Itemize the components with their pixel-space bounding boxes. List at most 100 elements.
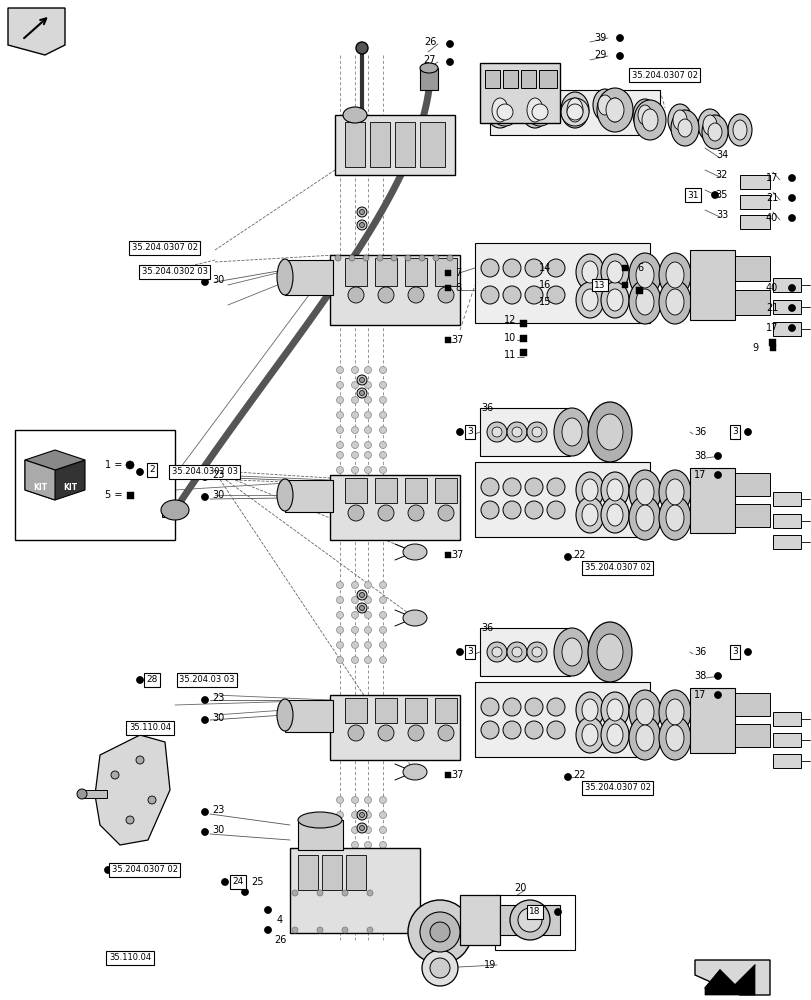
Ellipse shape bbox=[629, 253, 660, 297]
Text: 23: 23 bbox=[212, 805, 224, 815]
Ellipse shape bbox=[702, 115, 716, 135]
Bar bbox=[375, 698, 397, 723]
Circle shape bbox=[379, 582, 386, 588]
Circle shape bbox=[531, 427, 541, 437]
Bar bbox=[444, 285, 450, 291]
Circle shape bbox=[336, 611, 343, 618]
Ellipse shape bbox=[629, 280, 660, 324]
Ellipse shape bbox=[298, 812, 341, 828]
Circle shape bbox=[336, 426, 343, 434]
Bar bbox=[444, 270, 450, 276]
Ellipse shape bbox=[277, 699, 293, 731]
Circle shape bbox=[547, 478, 564, 496]
Bar bbox=[772, 278, 800, 292]
Circle shape bbox=[502, 721, 521, 739]
Circle shape bbox=[379, 796, 386, 803]
Circle shape bbox=[135, 756, 144, 764]
Circle shape bbox=[201, 716, 208, 724]
Polygon shape bbox=[694, 960, 769, 995]
Circle shape bbox=[714, 472, 721, 479]
Circle shape bbox=[407, 900, 471, 964]
Ellipse shape bbox=[665, 505, 683, 531]
Text: 35.110.04: 35.110.04 bbox=[129, 724, 171, 732]
Circle shape bbox=[359, 605, 364, 610]
Ellipse shape bbox=[597, 95, 611, 115]
Bar bbox=[739, 195, 769, 209]
Circle shape bbox=[437, 505, 453, 521]
Bar bbox=[520, 334, 527, 342]
Text: 17: 17 bbox=[693, 690, 706, 700]
Circle shape bbox=[351, 596, 358, 603]
Text: 35.204.03 03: 35.204.03 03 bbox=[179, 676, 234, 684]
Ellipse shape bbox=[491, 98, 508, 122]
Circle shape bbox=[351, 626, 358, 634]
Circle shape bbox=[379, 412, 386, 418]
Circle shape bbox=[359, 223, 364, 228]
Circle shape bbox=[351, 656, 358, 664]
Bar bbox=[345, 478, 367, 503]
Ellipse shape bbox=[635, 479, 653, 505]
Circle shape bbox=[787, 194, 795, 202]
Text: 35.204.0307 02: 35.204.0307 02 bbox=[584, 564, 650, 572]
Circle shape bbox=[710, 192, 718, 198]
Circle shape bbox=[316, 890, 323, 896]
Bar bbox=[329, 695, 460, 760]
Bar bbox=[772, 300, 800, 314]
Bar bbox=[375, 258, 397, 286]
Circle shape bbox=[432, 255, 439, 261]
Circle shape bbox=[446, 41, 453, 48]
Bar bbox=[419, 68, 437, 90]
Circle shape bbox=[126, 461, 134, 469]
Circle shape bbox=[364, 841, 371, 848]
Ellipse shape bbox=[587, 622, 631, 682]
Text: 2: 2 bbox=[149, 466, 155, 475]
Polygon shape bbox=[25, 460, 85, 500]
Text: 27: 27 bbox=[423, 55, 436, 65]
Ellipse shape bbox=[665, 289, 683, 315]
Ellipse shape bbox=[659, 690, 690, 734]
Circle shape bbox=[335, 255, 341, 261]
Text: 26: 26 bbox=[423, 37, 436, 47]
Text: 37: 37 bbox=[451, 335, 464, 345]
Circle shape bbox=[336, 626, 343, 634]
Circle shape bbox=[379, 426, 386, 434]
Bar bbox=[769, 345, 775, 351]
Text: 31: 31 bbox=[686, 190, 698, 200]
Circle shape bbox=[547, 721, 564, 739]
Bar bbox=[82, 790, 107, 798]
Circle shape bbox=[616, 35, 623, 42]
Circle shape bbox=[364, 656, 371, 664]
Circle shape bbox=[357, 590, 367, 600]
Ellipse shape bbox=[581, 289, 597, 311]
Ellipse shape bbox=[635, 505, 653, 531]
Ellipse shape bbox=[402, 764, 427, 780]
Ellipse shape bbox=[600, 497, 629, 533]
Ellipse shape bbox=[629, 470, 660, 514]
Circle shape bbox=[336, 582, 343, 588]
Ellipse shape bbox=[605, 98, 623, 122]
Circle shape bbox=[407, 505, 423, 521]
Ellipse shape bbox=[607, 479, 622, 501]
Circle shape bbox=[502, 698, 521, 716]
Circle shape bbox=[201, 808, 208, 815]
Ellipse shape bbox=[659, 470, 690, 514]
Bar bbox=[734, 724, 769, 747]
Bar bbox=[500, 905, 560, 935]
Ellipse shape bbox=[553, 628, 590, 676]
Circle shape bbox=[744, 428, 750, 436]
Circle shape bbox=[351, 412, 358, 418]
Circle shape bbox=[509, 900, 549, 940]
Bar bbox=[285, 260, 333, 295]
Ellipse shape bbox=[607, 699, 622, 721]
Bar bbox=[345, 698, 367, 723]
Bar bbox=[772, 322, 800, 336]
Circle shape bbox=[359, 210, 364, 215]
Polygon shape bbox=[25, 450, 85, 470]
Bar bbox=[739, 175, 769, 189]
Circle shape bbox=[364, 442, 371, 448]
Text: 25: 25 bbox=[251, 877, 264, 887]
Ellipse shape bbox=[607, 261, 622, 283]
Circle shape bbox=[201, 278, 208, 286]
Polygon shape bbox=[8, 8, 65, 55]
Circle shape bbox=[407, 725, 423, 741]
